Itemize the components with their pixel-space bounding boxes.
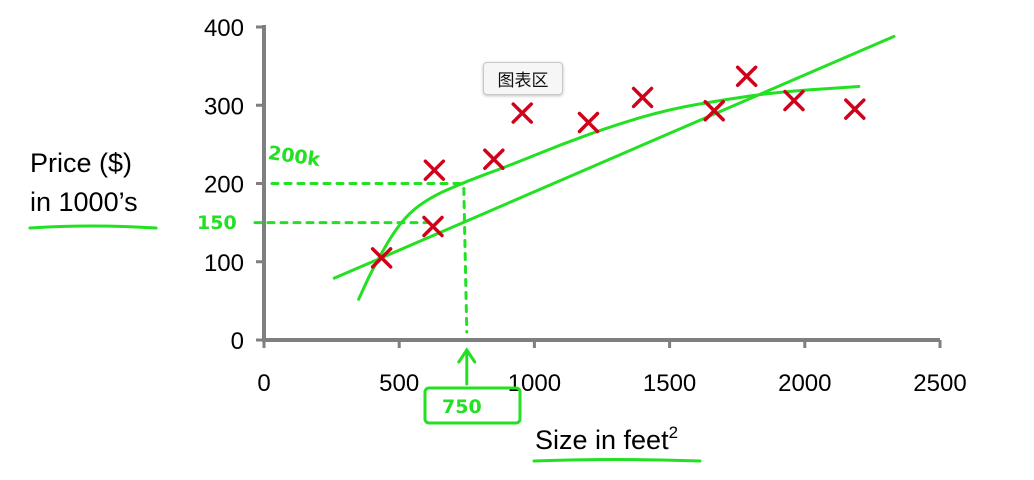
data-point-x — [511, 102, 533, 124]
x-tick-label: 2000 — [778, 370, 831, 397]
x-axis-label: Size in feet2 — [535, 423, 678, 455]
chart-area-tooltip: 图表区 — [483, 62, 563, 95]
x-label-underline — [532, 458, 702, 463]
x-tick-label: 0 — [257, 370, 270, 397]
y-tick-label: 300 — [204, 93, 244, 120]
annotation-750: 750 — [442, 396, 482, 418]
data-point-x — [844, 98, 866, 120]
y-tick-label: 100 — [204, 250, 244, 277]
x-tick-label: 1000 — [508, 370, 561, 397]
linear-fit-line — [332, 34, 896, 280]
annotation-guides — [253, 182, 477, 386]
data-point-x — [423, 159, 446, 181]
annotation-750-box — [423, 386, 522, 425]
data-points — [370, 65, 866, 269]
arrow-750-head — [457, 347, 477, 364]
y-axis-label-line2: in 1000’s — [30, 187, 138, 217]
y-tick-label: 400 — [204, 15, 244, 42]
data-point-x — [577, 111, 600, 134]
y-tick-label: 0 — [231, 328, 244, 355]
tick-labels: 0 500 1000 1500 2000 2500 0 100 200 300 400 — [204, 15, 967, 397]
y-axis-label-line1: Price ($) — [30, 148, 132, 178]
x-tick-label: 2500 — [913, 370, 966, 397]
data-point-x — [422, 215, 444, 238]
data-point-x — [783, 89, 805, 112]
x-tick-label: 500 — [379, 370, 419, 397]
data-point-x — [370, 247, 393, 269]
x-tick-label: 1500 — [643, 370, 696, 397]
annotation-200k: 200k — [267, 142, 322, 171]
data-point-x — [483, 148, 505, 170]
y-label-underline — [28, 224, 158, 230]
annotation-150: 150 — [197, 212, 237, 234]
data-point-x — [631, 86, 654, 109]
data-point-x — [703, 99, 725, 122]
axes — [256, 25, 942, 348]
data-point-x — [735, 65, 758, 88]
fit-curves — [332, 34, 896, 301]
guide-750 — [462, 187, 469, 334]
quadratic-fit-curve — [357, 84, 861, 301]
y-tick-label: 200 — [204, 172, 244, 199]
